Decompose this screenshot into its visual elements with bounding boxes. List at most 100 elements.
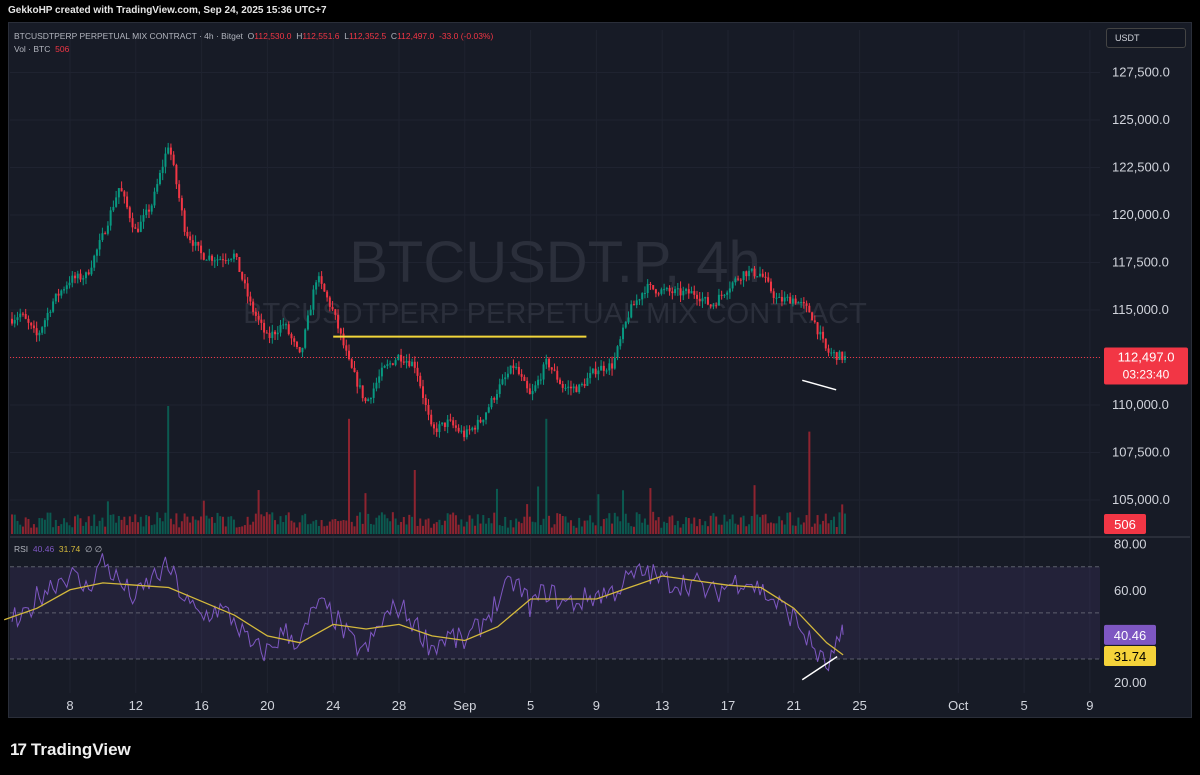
candle-body: [104, 233, 107, 235]
candle-body: [57, 293, 60, 296]
volume-bar: [54, 519, 57, 534]
rsi-tick-label: 20.00: [1114, 675, 1147, 690]
volume-bar: [561, 516, 564, 534]
price-tick-label: 115,000.0: [1112, 302, 1169, 317]
candle-body: [290, 334, 293, 339]
candle-body: [578, 384, 581, 393]
volume-bar: [128, 516, 131, 534]
candle-body: [717, 294, 720, 306]
currency-button[interactable]: USDT: [1106, 28, 1186, 48]
volume-bar: [243, 525, 246, 534]
volume-bar: [279, 516, 282, 534]
volume-bar: [372, 524, 375, 534]
candle-body: [337, 314, 340, 329]
volume-bar: [202, 500, 205, 534]
volume-bar: [216, 512, 219, 534]
time-tick-label: 24: [326, 698, 340, 713]
candle-body: [783, 297, 786, 302]
candle-body: [109, 210, 112, 226]
volume-bar: [180, 521, 183, 534]
volume-bar: [312, 521, 315, 534]
candle-body: [569, 386, 572, 389]
candle-body: [641, 293, 644, 300]
candle-body: [205, 259, 208, 261]
volume-bar: [24, 517, 27, 534]
volume-bar: [753, 485, 756, 534]
volume-bar: [652, 511, 655, 534]
candle-body: [123, 191, 126, 197]
volume-bar: [276, 524, 279, 534]
legend-symbol: BTCUSDTPERP PERPETUAL MIX CONTRACT · 4h …: [14, 31, 243, 41]
volume-bar: [802, 522, 805, 534]
candle-body: [397, 354, 400, 361]
volume-bar: [622, 490, 625, 534]
rsi-plot: [3, 553, 844, 681]
candle-body: [221, 259, 224, 261]
candle-body: [449, 419, 452, 421]
candle-body: [358, 385, 361, 387]
legend-o-label: O: [247, 31, 255, 41]
volume-bar: [79, 518, 82, 534]
volume-bar: [512, 527, 515, 534]
candle-body: [169, 147, 172, 155]
volume-bar: [378, 515, 381, 534]
candle-body: [84, 272, 87, 279]
volume-bar: [797, 517, 800, 534]
candle-body: [561, 383, 564, 388]
chart-panel[interactable]: [8, 22, 1192, 718]
candle-body: [476, 419, 479, 430]
candle-body: [41, 327, 44, 333]
volume-bar: [720, 524, 723, 534]
volume-bar: [153, 524, 156, 534]
volume-bar: [397, 524, 400, 534]
volume-bar: [660, 527, 663, 534]
candle-body: [257, 315, 260, 320]
ohlc-legend: BTCUSDTPERP PERPETUAL MIX CONTRACT · 4h …: [14, 31, 493, 41]
candle-body: [348, 350, 351, 360]
volume-bar: [698, 518, 701, 534]
volume-bar: [668, 516, 671, 534]
volume-bar: [265, 512, 268, 534]
candle-body: [265, 332, 268, 334]
tradingview-logo[interactable]: 17 TradingView: [10, 740, 131, 760]
candle-body: [153, 191, 156, 206]
volume-bar: [315, 519, 318, 534]
volume-bar: [227, 516, 230, 534]
volume-bar: [27, 518, 30, 534]
volume-bar: [726, 521, 729, 534]
time-tick-label: 25: [852, 698, 866, 713]
legend-h-label: H: [296, 31, 303, 41]
candle-body: [813, 320, 816, 323]
volume-bar: [800, 524, 803, 534]
candle-body: [128, 207, 131, 219]
candle-body: [482, 419, 485, 423]
candle-body: [82, 278, 85, 280]
volume-bar: [123, 516, 126, 534]
volume-bar: [235, 527, 238, 534]
candle-body: [202, 253, 205, 260]
volume-bar: [323, 526, 326, 534]
candle-body: [706, 297, 709, 305]
volume-bar: [575, 527, 578, 534]
candle-body: [331, 306, 334, 310]
time-tick-label: 17: [721, 698, 735, 713]
candle-body: [778, 296, 781, 298]
candle-body: [687, 289, 690, 294]
volume-bar: [35, 527, 38, 534]
volume-bar: [602, 519, 605, 534]
candle-body: [271, 331, 274, 338]
time-tick-label: 12: [129, 698, 143, 713]
volume-bar: [112, 514, 115, 534]
volume-bar: [328, 521, 331, 534]
volume-bar: [65, 522, 68, 534]
candle-body: [295, 341, 298, 347]
volume-bar: [301, 515, 304, 534]
volume-bar: [591, 522, 594, 534]
volume-bar: [361, 523, 364, 534]
volume-bar: [422, 525, 424, 534]
volume-bar: [63, 518, 66, 534]
volume-bar: [178, 527, 181, 534]
candle-body: [32, 325, 35, 329]
volume-bar: [597, 494, 600, 534]
